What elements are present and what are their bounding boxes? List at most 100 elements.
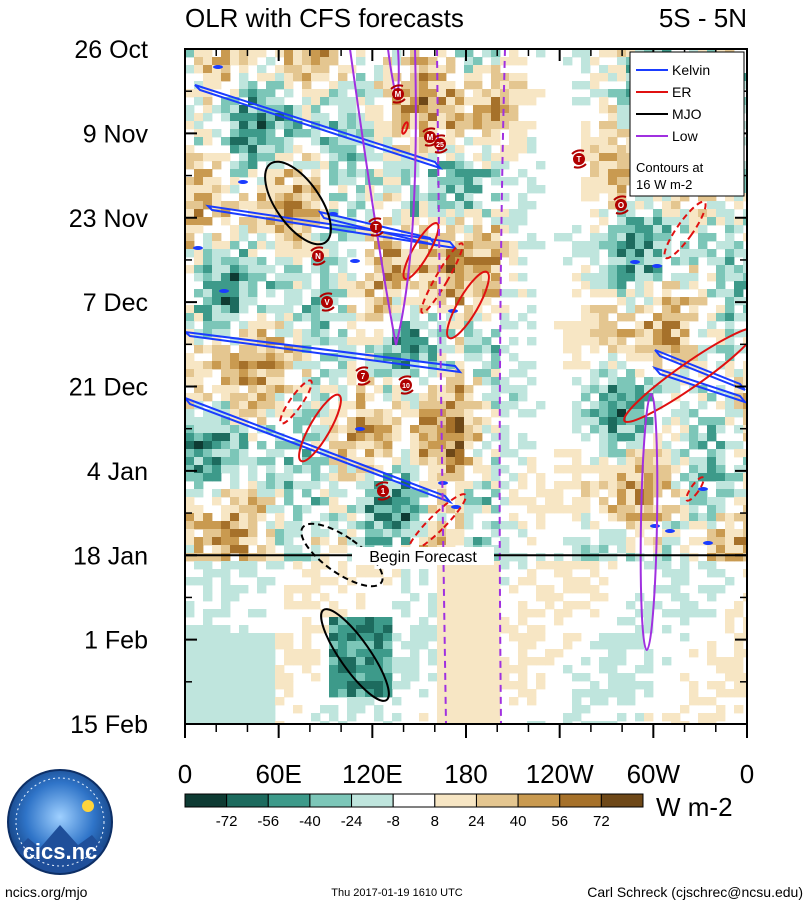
heat-cell	[473, 265, 483, 274]
heat-cell	[365, 89, 375, 98]
heat-cell	[680, 553, 690, 562]
heat-cell	[608, 689, 618, 698]
heat-cell	[464, 257, 474, 266]
heat-cell	[581, 185, 591, 194]
heat-cell	[554, 569, 564, 578]
heat-cell	[356, 337, 366, 346]
heat-cell	[437, 113, 447, 122]
heat-cell	[482, 169, 492, 178]
heat-cell	[329, 633, 339, 642]
heat-cell	[491, 233, 501, 242]
heat-cell	[437, 345, 447, 354]
heat-cell	[473, 425, 483, 434]
heat-cell	[437, 721, 447, 724]
heat-cell	[248, 489, 258, 498]
heat-cell	[491, 353, 501, 362]
heat-cell	[320, 425, 330, 434]
heat-cell	[257, 369, 267, 378]
heat-cell	[581, 561, 591, 570]
heat-cell	[671, 713, 681, 722]
heat-cell	[698, 233, 708, 242]
heat-cell	[347, 625, 357, 634]
kelvin-dash	[238, 180, 248, 184]
heat-cell	[203, 281, 213, 290]
heat-cell	[608, 529, 618, 538]
heat-cell	[392, 185, 402, 194]
heat-cell	[302, 585, 312, 594]
heat-cell	[464, 137, 474, 146]
heat-cell	[410, 217, 420, 226]
heat-cell	[680, 521, 690, 530]
heat-cell	[716, 545, 726, 554]
heat-cell	[626, 537, 636, 546]
heat-cell	[365, 481, 375, 490]
heat-cell	[743, 681, 747, 690]
heat-cell	[257, 385, 267, 394]
heat-cell	[329, 201, 339, 210]
heat-cell	[275, 153, 285, 162]
heat-cell	[581, 177, 591, 186]
heat-cell	[716, 441, 726, 450]
heat-cell	[662, 609, 672, 618]
heat-cell	[257, 513, 267, 522]
heat-cell	[743, 257, 747, 266]
heat-cell	[401, 121, 411, 130]
heat-cell	[257, 241, 267, 250]
footer-website: ncics.org/mjo	[5, 884, 88, 900]
heat-cell	[563, 257, 573, 266]
heat-cell	[644, 377, 654, 386]
heat-cell	[347, 233, 357, 242]
heat-cell	[248, 121, 258, 130]
heat-cell	[194, 553, 204, 562]
storm-marker: T	[368, 217, 384, 237]
heat-cell	[635, 401, 645, 410]
heat-cell	[284, 321, 294, 330]
heat-cell	[581, 721, 591, 724]
colorbar-label: -40	[299, 813, 321, 830]
heat-cell	[437, 185, 447, 194]
heat-cell	[644, 617, 654, 626]
heat-cell	[293, 529, 303, 538]
heat-cell	[212, 473, 222, 482]
heat-cell	[284, 265, 294, 274]
heat-cell	[464, 689, 474, 698]
heat-cell	[392, 465, 402, 474]
heat-cell	[365, 209, 375, 218]
heat-cell	[455, 697, 465, 706]
heat-cell	[275, 145, 285, 154]
heat-cell	[680, 225, 690, 234]
heat-cell	[383, 361, 393, 370]
heat-cell	[383, 657, 393, 666]
heat-cell	[293, 73, 303, 82]
heat-cell	[257, 553, 267, 562]
heat-cell	[635, 433, 645, 442]
heat-cell	[419, 425, 429, 434]
heat-cell	[257, 641, 267, 650]
heat-cell	[743, 617, 747, 626]
heat-cell	[257, 689, 267, 698]
heat-cell	[266, 321, 276, 330]
heat-cell	[248, 225, 258, 234]
heat-cell	[707, 537, 717, 546]
heat-cell	[374, 177, 384, 186]
heat-cell	[383, 673, 393, 682]
heat-cell	[383, 393, 393, 402]
heat-cell	[284, 225, 294, 234]
heat-cell	[473, 353, 483, 362]
heat-cell	[671, 369, 681, 378]
heat-cell	[455, 425, 465, 434]
heat-cell	[455, 345, 465, 354]
heat-cell	[455, 617, 465, 626]
heat-cell	[500, 153, 510, 162]
heat-cell	[464, 585, 474, 594]
heat-cell	[302, 633, 312, 642]
heat-cell	[185, 457, 195, 466]
heat-cell	[221, 449, 231, 458]
heat-cell	[284, 129, 294, 138]
heat-cell	[482, 561, 492, 570]
heat-cell	[266, 657, 276, 666]
heat-cell	[266, 385, 276, 394]
heat-cell	[644, 665, 654, 674]
heat-cell	[599, 161, 609, 170]
heat-cell	[419, 97, 429, 106]
